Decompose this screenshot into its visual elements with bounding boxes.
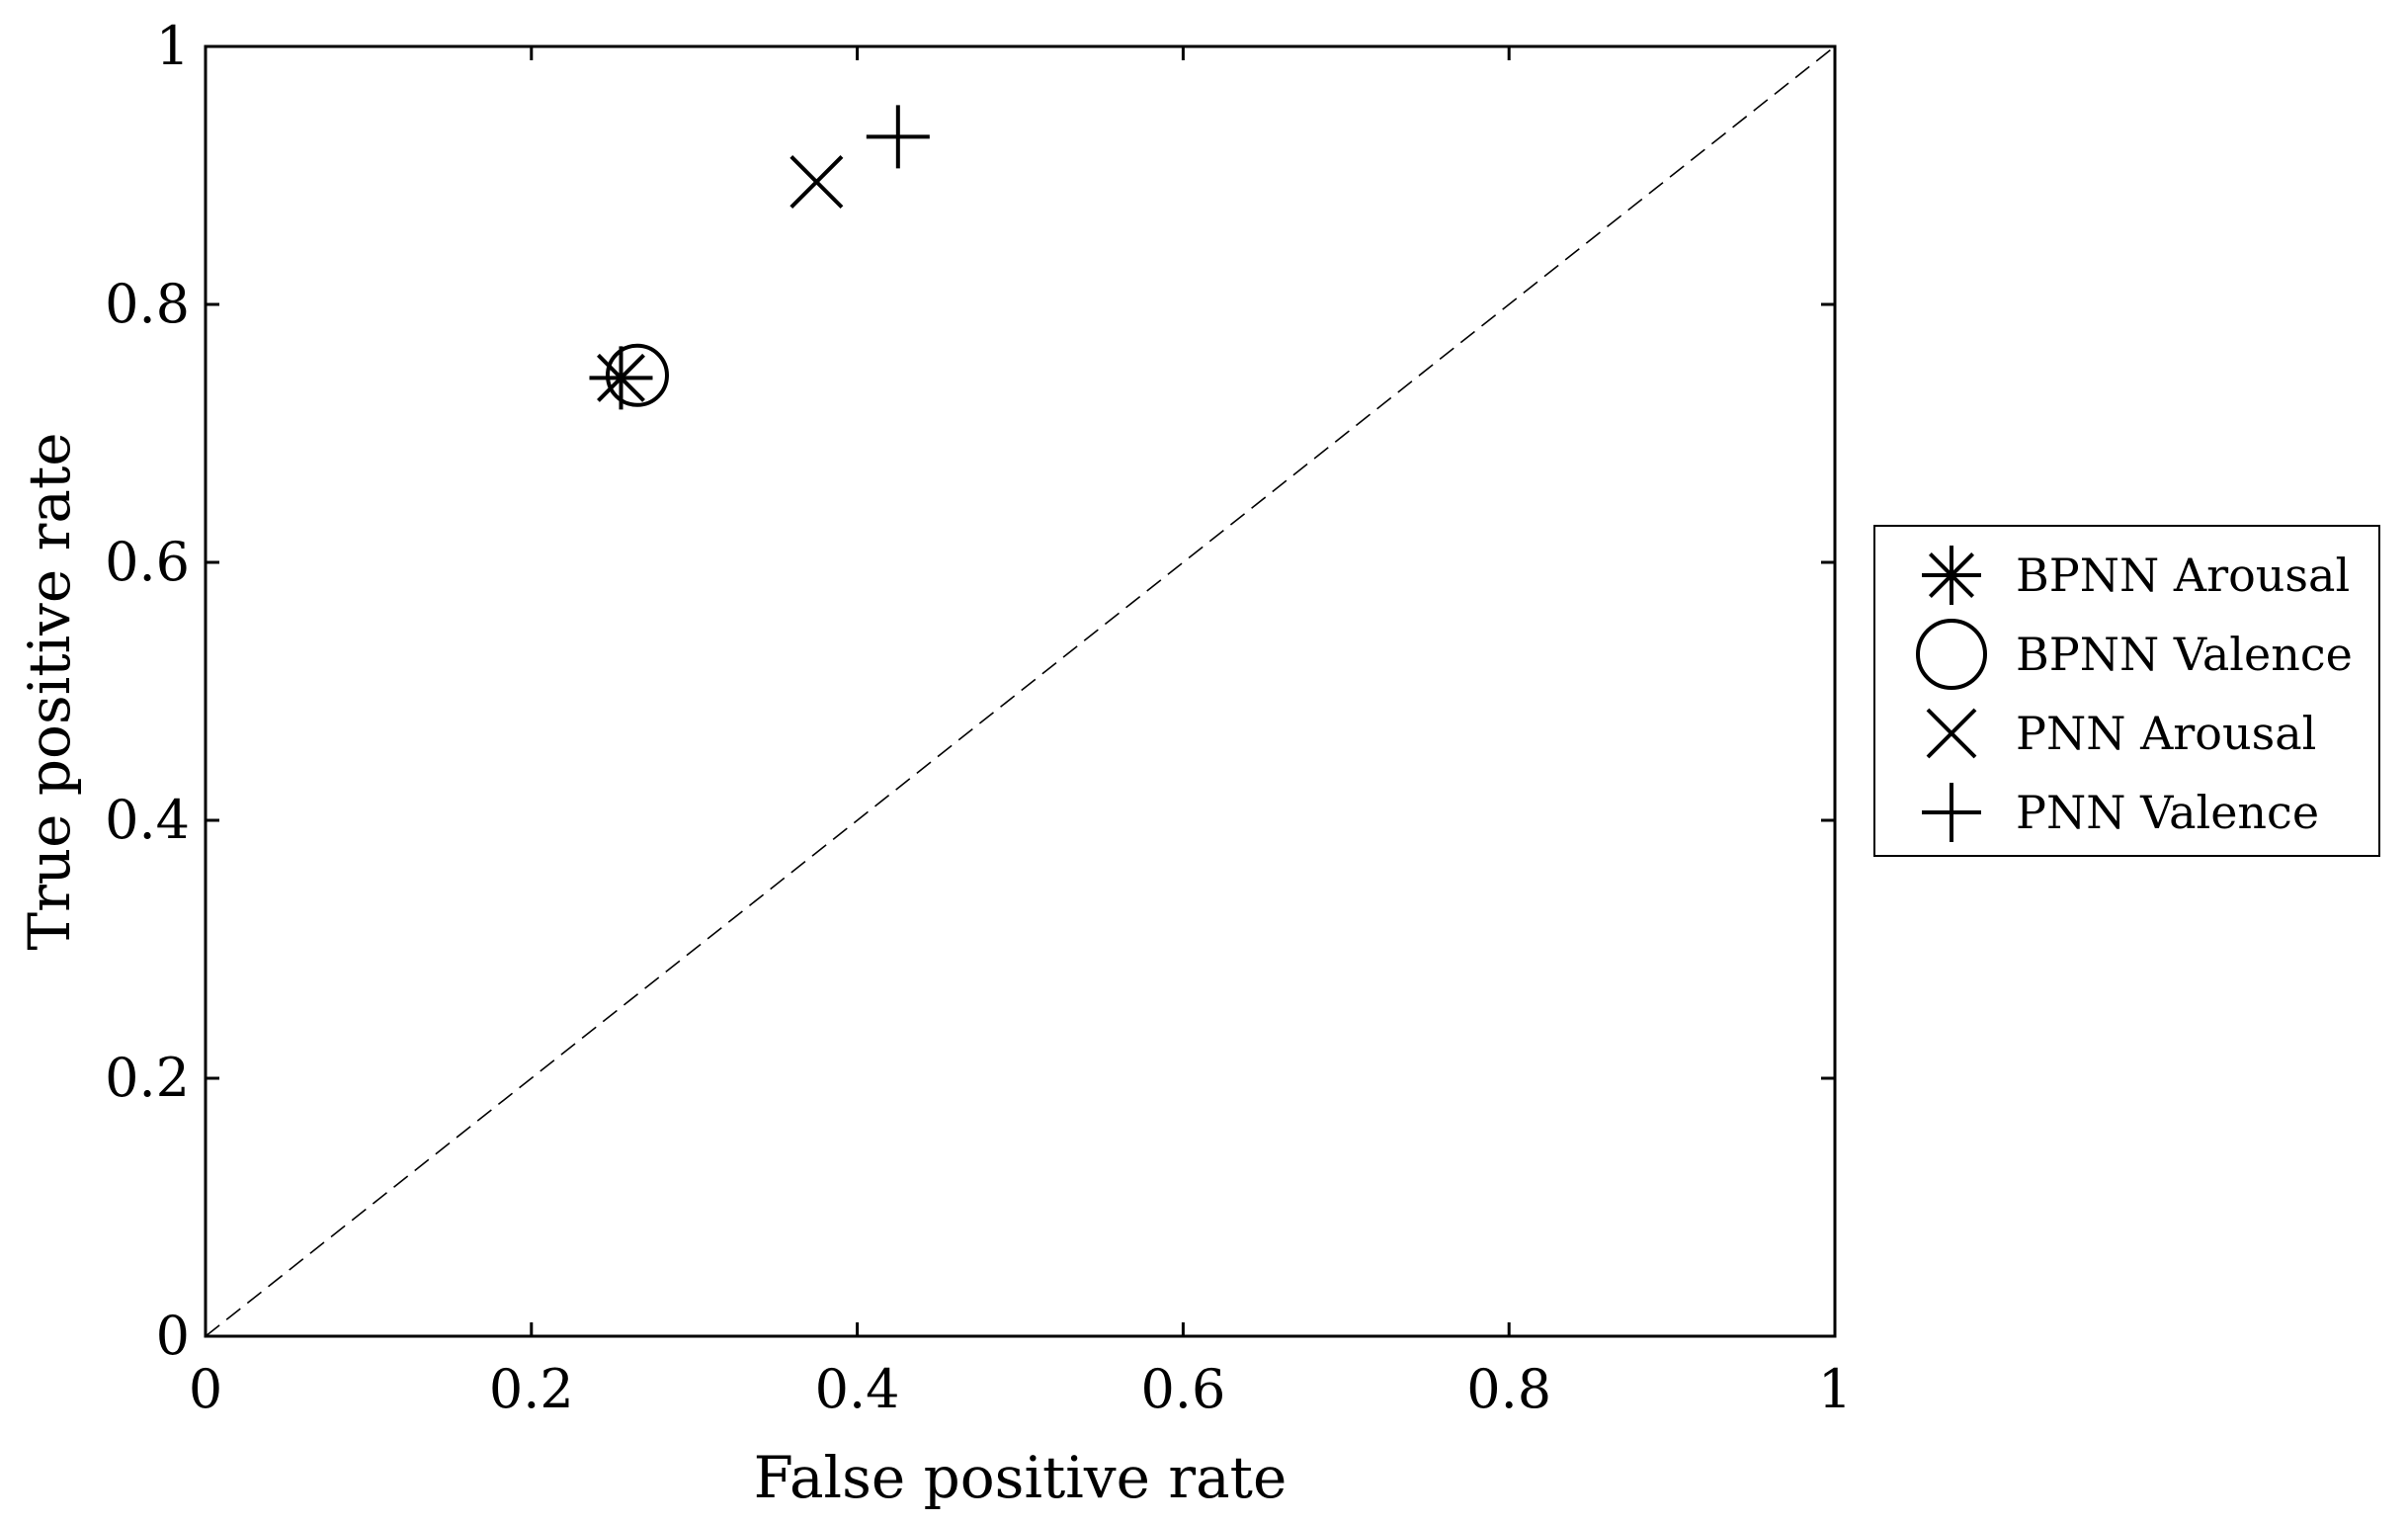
y-tick-label: 0 (156, 1305, 190, 1367)
y-tick-label: 1 (156, 15, 190, 77)
legend: BPNN Arousal BPNN Valence PNN Arousal PNN V… (1873, 525, 2380, 857)
reference-line (205, 45, 1836, 1337)
legend-label: BPNN Arousal (2016, 549, 2350, 602)
plot-area (204, 44, 1837, 1338)
axis-ticks (204, 44, 1837, 1338)
marker-pnn-valence (866, 105, 930, 169)
x-tick-label: 0.8 (1466, 1358, 1551, 1420)
marker-bpnn-valence (605, 343, 669, 407)
legend-marker-pnn-valence (1922, 783, 1981, 842)
legend-marker-bpnn-arousal (1922, 546, 1981, 605)
tick-labels: 0 0.2 0.4 0.6 0.8 1 0 0.2 0.4 0.6 0.8 1 (105, 15, 1852, 1420)
legend-label: PNN Arousal (2016, 707, 2316, 760)
y-axis-label: True positive rate (16, 432, 83, 950)
y-tick-label: 0.8 (105, 273, 190, 335)
plot-frame (204, 44, 1837, 1338)
legend-label: BPNN Valence (2016, 628, 2353, 681)
data-markers (589, 105, 930, 410)
marker-pnn-arousal (789, 155, 844, 210)
legend-marker-bpnn-valence (1916, 619, 1987, 690)
x-tick-label: 0 (189, 1358, 222, 1420)
legend-label: PNN Valence (2016, 786, 2319, 839)
x-tick-label: 0.4 (815, 1358, 900, 1420)
y-tick-label: 0.4 (105, 789, 190, 851)
y-tick-label: 0.6 (105, 531, 190, 593)
reference-line-group (205, 45, 1836, 1337)
y-tick-label: 0.2 (105, 1047, 190, 1109)
x-tick-label: 1 (1818, 1358, 1852, 1420)
x-axis-label: False positive rate (754, 1444, 1287, 1511)
x-tick-label: 0.6 (1140, 1358, 1225, 1420)
x-tick-label: 0.2 (489, 1358, 574, 1420)
legend-marker-pnn-arousal (1926, 708, 1977, 759)
